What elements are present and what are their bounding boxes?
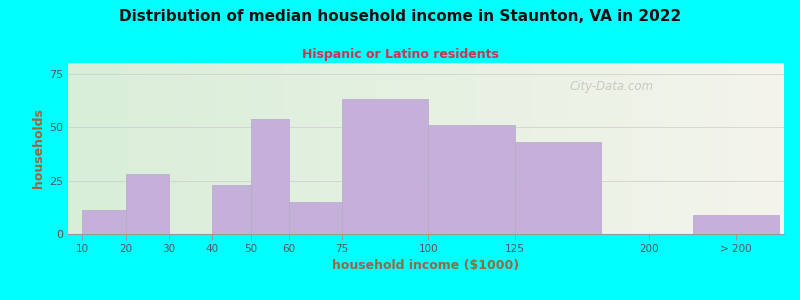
Bar xyxy=(126,174,169,234)
Bar xyxy=(515,142,602,234)
Bar xyxy=(82,211,126,234)
Bar xyxy=(250,118,289,234)
Text: Hispanic or Latino residents: Hispanic or Latino residents xyxy=(302,48,498,61)
Text: City-Data.com: City-Data.com xyxy=(570,80,654,93)
Y-axis label: households: households xyxy=(32,109,45,188)
X-axis label: household income ($1000): household income ($1000) xyxy=(333,259,519,272)
Bar xyxy=(693,215,779,234)
Bar xyxy=(342,99,429,234)
Text: Distribution of median household income in Staunton, VA in 2022: Distribution of median household income … xyxy=(119,9,681,24)
Bar xyxy=(212,185,250,234)
Bar xyxy=(429,125,515,234)
Bar xyxy=(289,202,342,234)
